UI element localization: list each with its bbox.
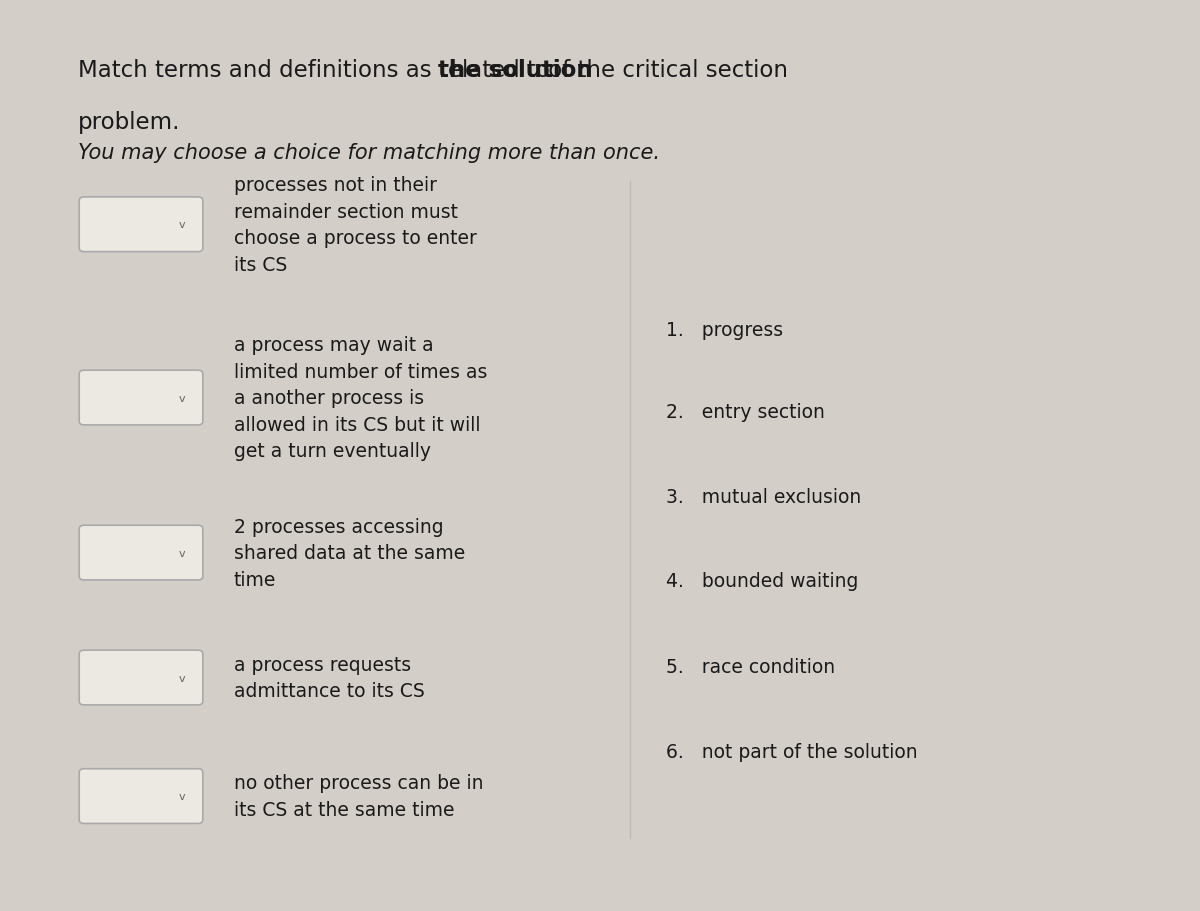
Text: 3.   mutual exclusion: 3. mutual exclusion: [666, 487, 862, 506]
Text: Match terms and definitions as related to: Match terms and definitions as related t…: [78, 59, 557, 82]
Text: 1.   progress: 1. progress: [666, 321, 784, 339]
Text: 5.   race condition: 5. race condition: [666, 658, 835, 676]
Text: a process may wait a
limited number of times as
a another process is
allowed in : a process may wait a limited number of t…: [234, 335, 487, 461]
Text: v: v: [179, 394, 186, 403]
Text: processes not in their
remainder section must
choose a process to enter
its CS: processes not in their remainder section…: [234, 176, 476, 274]
FancyBboxPatch shape: [79, 371, 203, 425]
Text: problem.: problem.: [78, 111, 180, 134]
Text: the solution: the solution: [438, 59, 593, 82]
Text: no other process can be in
its CS at the same time: no other process can be in its CS at the…: [234, 773, 484, 819]
Text: v: v: [179, 673, 186, 682]
FancyBboxPatch shape: [79, 650, 203, 705]
Text: a process requests
admittance to its CS: a process requests admittance to its CS: [234, 655, 425, 701]
Text: v: v: [179, 792, 186, 801]
Text: v: v: [179, 220, 186, 230]
Text: v: v: [179, 548, 186, 558]
Text: You may choose a choice for matching more than once.: You may choose a choice for matching mor…: [78, 143, 660, 163]
FancyBboxPatch shape: [79, 769, 203, 824]
Text: 2.   entry section: 2. entry section: [666, 403, 824, 421]
Text: 2 processes accessing
shared data at the same
time: 2 processes accessing shared data at the…: [234, 517, 466, 589]
FancyBboxPatch shape: [79, 526, 203, 580]
Text: 6.   not part of the solution: 6. not part of the solution: [666, 742, 918, 761]
Text: 4.   bounded waiting: 4. bounded waiting: [666, 572, 858, 590]
Text: of the critical section: of the critical section: [541, 59, 788, 82]
FancyBboxPatch shape: [79, 198, 203, 252]
